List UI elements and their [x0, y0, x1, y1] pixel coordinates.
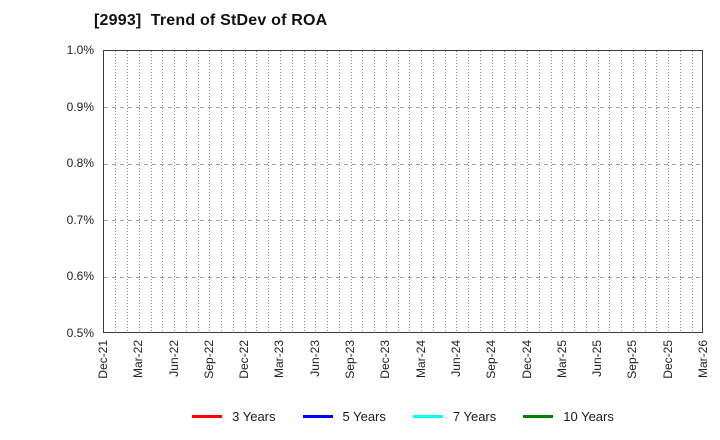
gridline-vertical	[644, 51, 646, 332]
gridline-vertical	[444, 51, 446, 332]
gridline-vertical	[127, 51, 129, 332]
x-tick-label: Dec-23	[378, 340, 393, 379]
gridline-horizontal	[104, 220, 702, 222]
gridline-vertical	[315, 51, 317, 332]
x-tick-label: Mar-22	[131, 340, 146, 379]
x-tick-label: Sep-24	[484, 340, 499, 379]
legend-label: 7 Years	[452, 408, 497, 424]
x-tick-label: Dec-25	[660, 340, 675, 379]
gridline-vertical	[503, 51, 505, 332]
gridline-vertical	[679, 51, 681, 332]
gridline-vertical	[668, 51, 670, 332]
plot-area	[103, 50, 703, 333]
gridline-vertical	[115, 51, 117, 332]
gridline-vertical	[421, 51, 423, 332]
gridline-horizontal	[104, 163, 702, 165]
gridline-vertical	[162, 51, 164, 332]
gridline-vertical	[562, 51, 564, 332]
x-tick-label: Mar-23	[272, 340, 287, 379]
gridline-vertical	[409, 51, 411, 332]
x-tick-label: Sep-25	[625, 340, 640, 379]
gridline-vertical	[456, 51, 458, 332]
gridline-vertical	[362, 51, 364, 332]
legend-line-icon	[523, 414, 554, 418]
legend-label: 3 Years	[232, 408, 276, 424]
gridline-vertical	[550, 51, 552, 332]
gridline-vertical	[585, 51, 587, 332]
gridline-vertical	[138, 51, 140, 332]
gridline-vertical	[432, 51, 434, 332]
gridline-vertical	[491, 51, 493, 332]
gridline-vertical	[374, 51, 376, 332]
legend: 3 Years 5 Years 7 Years 10 Years	[103, 405, 703, 427]
y-tick-label: 0.5%	[66, 326, 94, 340]
gridline-horizontal	[104, 107, 702, 109]
gridline-vertical	[468, 51, 470, 332]
gridline-vertical	[609, 51, 611, 332]
gridline-vertical	[244, 51, 246, 332]
gridline-vertical	[303, 51, 305, 332]
legend-line-icon	[192, 414, 223, 418]
gridline-vertical	[209, 51, 211, 332]
gridline-vertical	[174, 51, 176, 332]
gridline-vertical	[621, 51, 623, 332]
gridline-vertical	[185, 51, 187, 332]
gridline-vertical	[538, 51, 540, 332]
gridline-vertical	[291, 51, 293, 332]
chart-title: [2993] Trend of StDev of ROA	[94, 12, 328, 29]
gridline-vertical	[232, 51, 234, 332]
x-tick-label: Dec-22	[237, 340, 252, 379]
gridline-vertical	[691, 51, 693, 332]
legend-label: 5 Years	[342, 408, 386, 424]
gridline-vertical	[479, 51, 481, 332]
gridline-vertical	[338, 51, 340, 332]
x-tick-label: Mar-25	[554, 340, 569, 379]
legend-label: 10 Years	[563, 408, 614, 424]
legend-item-3-years: 3 Years	[192, 408, 276, 424]
legend-line-icon	[302, 414, 333, 418]
x-tick-label: Mar-26	[696, 340, 710, 379]
x-tick-label: Sep-23	[343, 340, 358, 379]
legend-item-7-years: 7 Years	[412, 408, 497, 424]
x-tick-label: Jun-23	[307, 340, 322, 377]
gridline-vertical	[574, 51, 576, 332]
y-tick-label: 0.7%	[66, 212, 94, 227]
gridline-vertical	[256, 51, 258, 332]
gridline-vertical	[656, 51, 658, 332]
gridline-vertical	[327, 51, 329, 332]
x-tick-label: Jun-24	[448, 340, 463, 377]
gridline-vertical	[385, 51, 387, 332]
x-tick-label: Mar-24	[413, 340, 428, 379]
gridline-vertical	[268, 51, 270, 332]
gridline-vertical	[632, 51, 634, 332]
legend-line-icon	[412, 414, 443, 418]
gridline-vertical	[279, 51, 281, 332]
y-tick-label: 0.8%	[66, 156, 94, 171]
y-tick-label: 0.9%	[66, 99, 94, 114]
x-tick-label: Sep-22	[201, 340, 216, 379]
gridline-vertical	[350, 51, 352, 332]
gridline-vertical	[527, 51, 529, 332]
y-tick-label: 0.6%	[66, 269, 94, 284]
gridline-vertical	[150, 51, 152, 332]
gridline-vertical	[515, 51, 517, 332]
x-tick-label: Jun-25	[590, 340, 605, 377]
gridline-vertical	[597, 51, 599, 332]
x-tick-label: Dec-24	[519, 340, 534, 379]
legend-item-10-years: 10 Years	[523, 409, 614, 424]
y-tick-label: 1.0%	[66, 43, 94, 57]
gridline-horizontal	[104, 276, 702, 278]
x-tick-label: Jun-22	[166, 340, 181, 377]
gridline-vertical	[397, 51, 399, 332]
gridline-vertical	[197, 51, 199, 332]
gridline-vertical	[221, 51, 223, 332]
x-tick-label: Dec-21	[96, 340, 110, 379]
legend-item-5-years: 5 Years	[302, 408, 386, 424]
